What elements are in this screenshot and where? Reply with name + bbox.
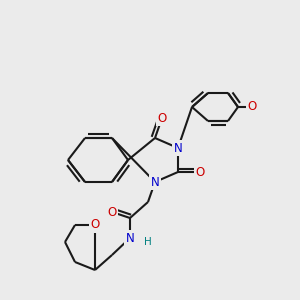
Text: N: N — [126, 232, 134, 244]
Text: O: O — [90, 218, 100, 232]
Text: O: O — [248, 100, 256, 113]
Text: O: O — [158, 112, 166, 124]
Text: N: N — [174, 142, 182, 154]
Text: O: O — [107, 206, 117, 218]
Text: O: O — [195, 166, 205, 178]
Text: N: N — [151, 176, 159, 188]
Text: H: H — [144, 237, 152, 247]
